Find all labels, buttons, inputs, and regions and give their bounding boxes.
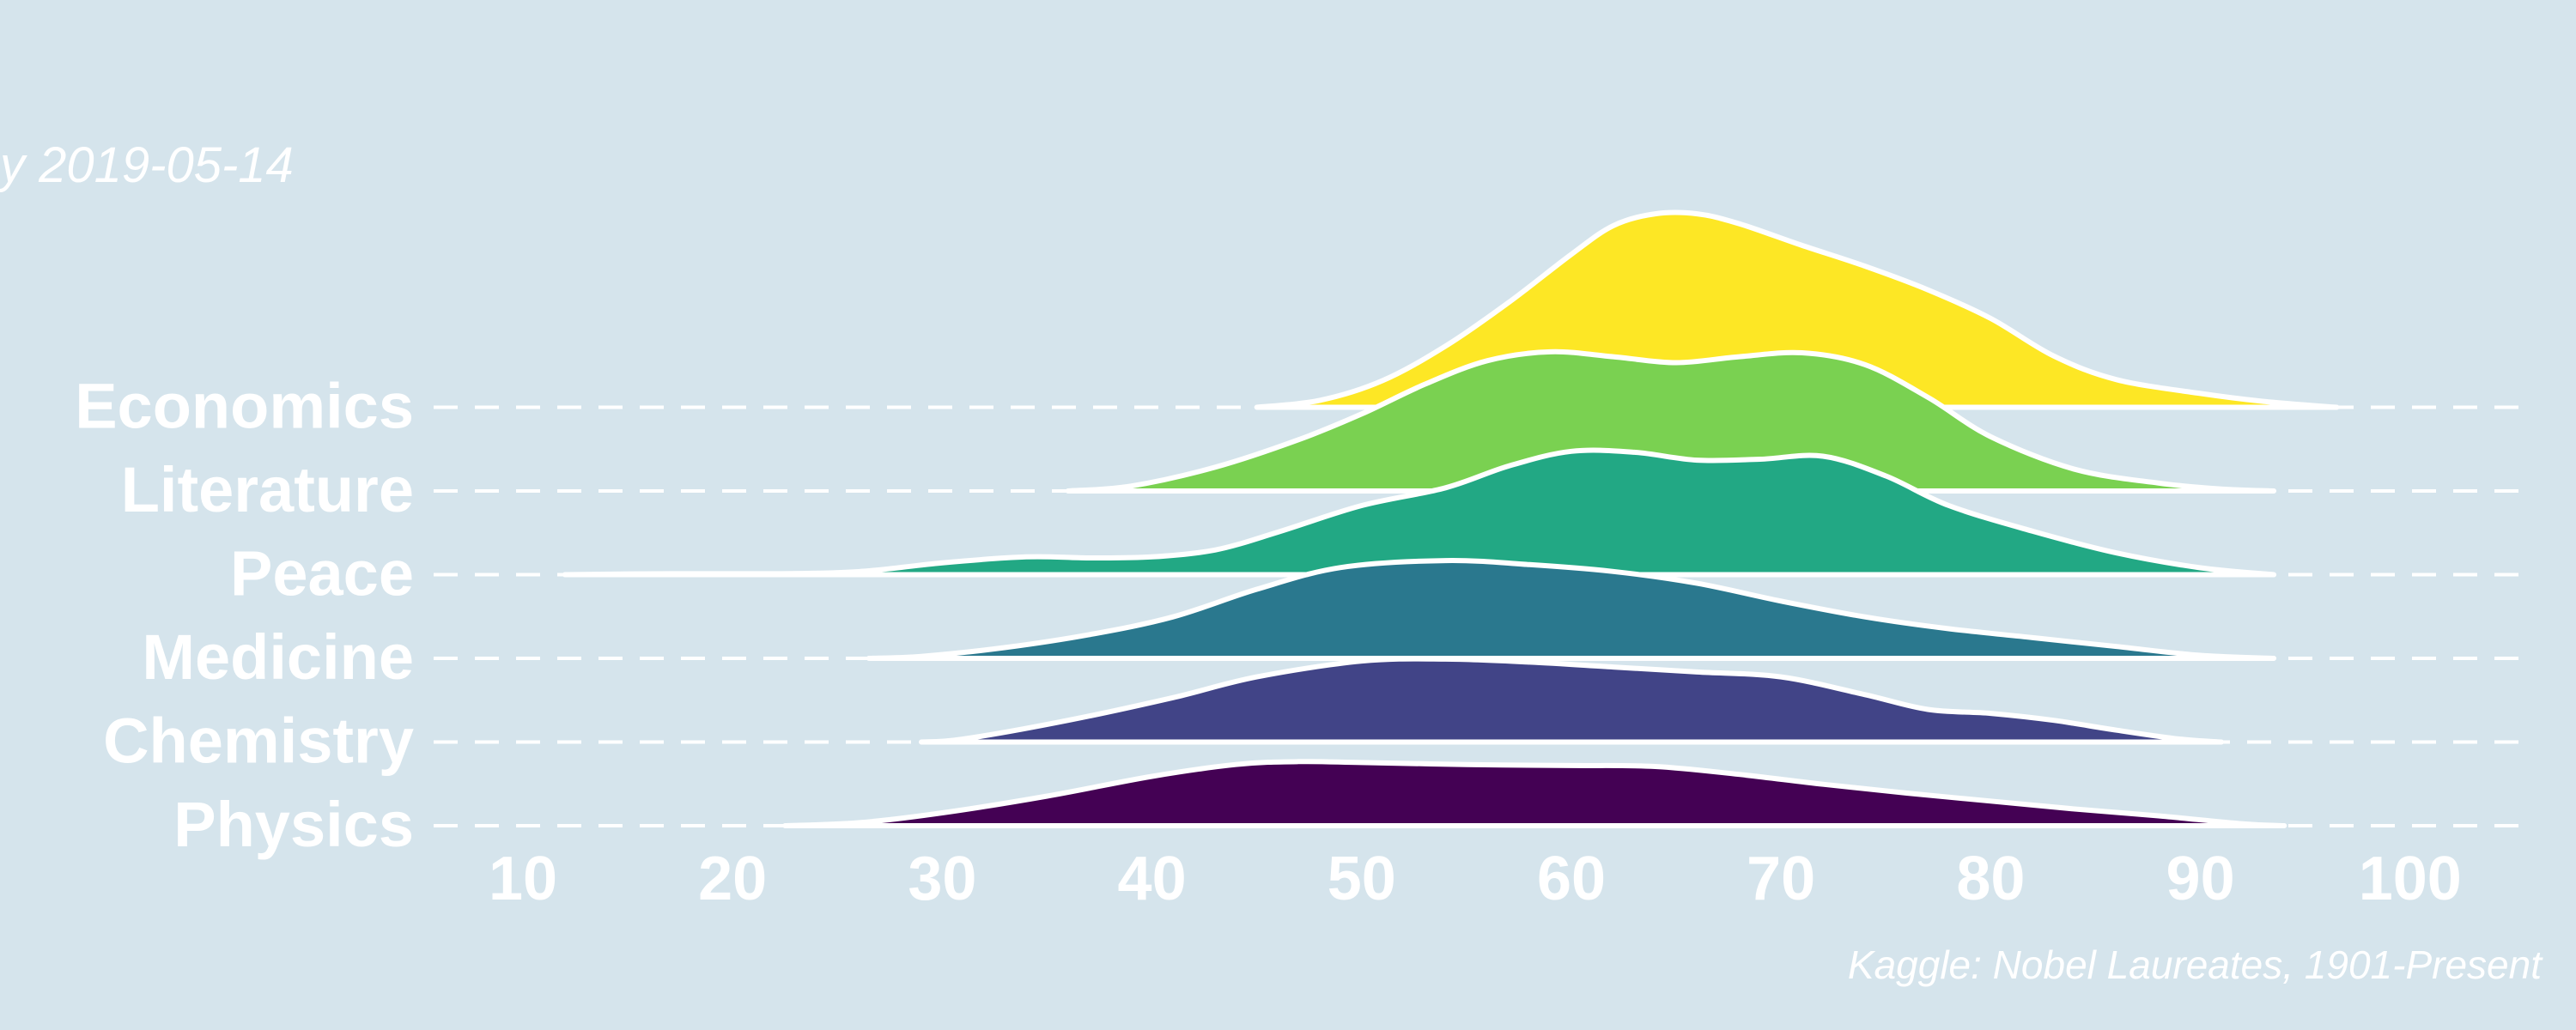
chart-caption: Kaggle: Nobel Laureates, 1901-Present [1848, 942, 2543, 987]
x-tick-90: 90 [2166, 845, 2235, 913]
x-tick-20: 20 [698, 845, 767, 913]
category-label-literature: Literature [121, 454, 414, 525]
ridge-physics [782, 759, 2287, 828]
category-label-medicine: Medicine [142, 621, 414, 693]
chart-subtitle: y 2019-05-14 [0, 137, 294, 193]
x-tick-100: 100 [2359, 845, 2462, 913]
x-tick-70: 70 [1747, 845, 1815, 913]
x-axis-ticks: 10 20 30 40 50 60 70 80 90 100 [489, 845, 2462, 913]
x-tick-40: 40 [1118, 845, 1187, 913]
ridge-chemistry [919, 656, 2224, 745]
x-tick-60: 60 [1537, 845, 1606, 913]
category-labels: Physics Chemistry Medicine Peace Literature E… [75, 371, 414, 861]
x-tick-10: 10 [489, 845, 557, 913]
category-label-economics: Economics [75, 371, 414, 442]
ridge-medicine [866, 558, 2277, 661]
density-ridges [562, 209, 2340, 828]
category-label-chemistry: Chemistry [103, 706, 414, 777]
category-label-physics: Physics [173, 789, 414, 860]
ridge-peace [562, 447, 2277, 578]
x-tick-80: 80 [1956, 845, 2025, 913]
x-tick-50: 50 [1327, 845, 1396, 913]
x-tick-30: 30 [908, 845, 976, 913]
ridge-literature [1065, 348, 2277, 494]
category-label-peace: Peace [230, 538, 414, 609]
